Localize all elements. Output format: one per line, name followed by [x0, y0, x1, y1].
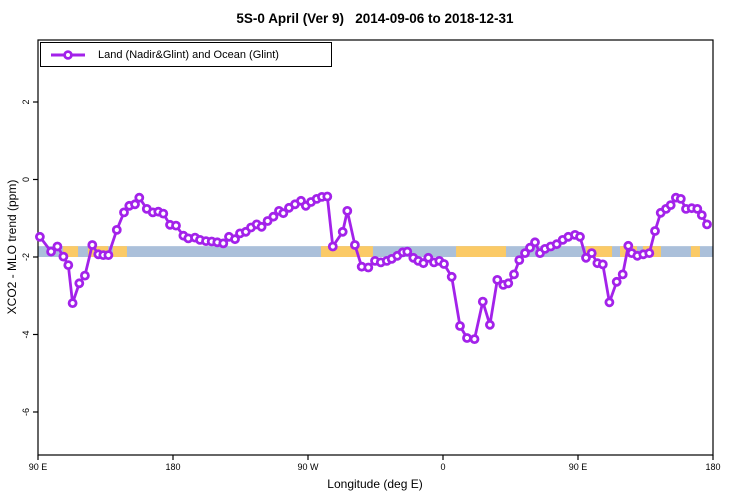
- band-highlight-segment: [690, 246, 700, 257]
- data-point: [111, 224, 122, 235]
- data-point: [462, 333, 472, 343]
- data-point: [268, 211, 279, 222]
- data-point: [171, 220, 181, 231]
- data-point: [363, 262, 374, 273]
- data-point: [67, 298, 78, 309]
- data-point: [644, 248, 655, 259]
- data-point: [80, 270, 90, 281]
- data-point: [256, 221, 267, 232]
- chart-title: 5S-0 April (Ver 9) 2014-09-06 to 2018-12…: [236, 11, 514, 26]
- data-point: [650, 226, 660, 236]
- y-axis-label: XCO2 - MLO trend (ppm): [5, 179, 19, 315]
- data-point: [702, 219, 712, 230]
- data-point: [46, 246, 56, 257]
- y-tick-label: 0: [21, 177, 31, 182]
- data-point: [402, 246, 413, 257]
- data-point: [675, 193, 686, 204]
- x-tick-label: 0: [440, 462, 445, 472]
- data-point: [597, 259, 608, 270]
- data-point: [551, 239, 562, 250]
- data-point: [665, 200, 676, 211]
- data-point: [52, 241, 63, 252]
- data-point: [349, 240, 360, 250]
- data-point: [575, 231, 585, 242]
- x-tick-label: 90 W: [297, 462, 319, 472]
- data-point: [509, 269, 519, 280]
- data-point: [492, 274, 503, 285]
- band-highlight-segment: [321, 246, 373, 257]
- data-point: [530, 237, 540, 248]
- data-point: [455, 321, 465, 331]
- data-point: [218, 238, 229, 249]
- data-point: [623, 240, 634, 251]
- data-point: [35, 231, 45, 242]
- y-tick-label: -2: [21, 253, 31, 261]
- data-point: [696, 210, 707, 221]
- data-point: [611, 276, 622, 287]
- x-tick-label: 90 E: [569, 462, 588, 472]
- data-point: [119, 207, 129, 218]
- data-point: [469, 334, 480, 345]
- band-highlight-segment: [63, 246, 79, 257]
- x-tick-label: 90 E: [29, 462, 48, 472]
- legend-box: Land (Nadir&Glint) and Ocean (Glint): [40, 42, 332, 67]
- data-point: [278, 208, 289, 219]
- data-point: [103, 250, 114, 261]
- data-point: [230, 234, 240, 245]
- plot-border: [37, 39, 714, 456]
- data-point: [604, 297, 615, 308]
- data-point: [692, 203, 703, 214]
- data-point: [337, 226, 348, 237]
- data-point: [446, 271, 457, 282]
- data-point: [439, 259, 449, 269]
- x-axis-label: Longitude (deg E): [327, 477, 423, 491]
- legend-label: Land (Nadir&Glint) and Ocean (Glint): [98, 48, 279, 61]
- data-point: [617, 269, 628, 280]
- band-base: [38, 246, 713, 257]
- x-tick-label: 180: [705, 462, 720, 472]
- data-point: [63, 260, 74, 271]
- data-point: [134, 192, 145, 203]
- data-point: [87, 240, 98, 250]
- y-tick-label: -4: [21, 330, 31, 338]
- data-point: [74, 278, 85, 289]
- data-point: [130, 199, 140, 210]
- data-point: [322, 191, 333, 202]
- band-highlight-segment: [585, 246, 613, 257]
- band-highlight-segment: [456, 246, 506, 257]
- legend-marker: [51, 49, 85, 60]
- data-point: [58, 251, 69, 262]
- data-point: [327, 241, 338, 252]
- data-point: [586, 248, 597, 259]
- data-line: [38, 195, 709, 341]
- y-tick-label: 2: [21, 99, 31, 104]
- legend-circle: [63, 49, 73, 60]
- data-point: [158, 208, 169, 219]
- data-point: [484, 319, 495, 330]
- band-highlight-segment: [113, 246, 127, 257]
- data-point: [581, 252, 591, 263]
- x-tick-label: 180: [165, 462, 180, 472]
- y-tick-label: -6: [21, 408, 31, 416]
- data-point: [514, 255, 525, 266]
- data-point: [342, 205, 353, 216]
- data-point: [477, 296, 488, 307]
- data-point: [503, 278, 514, 289]
